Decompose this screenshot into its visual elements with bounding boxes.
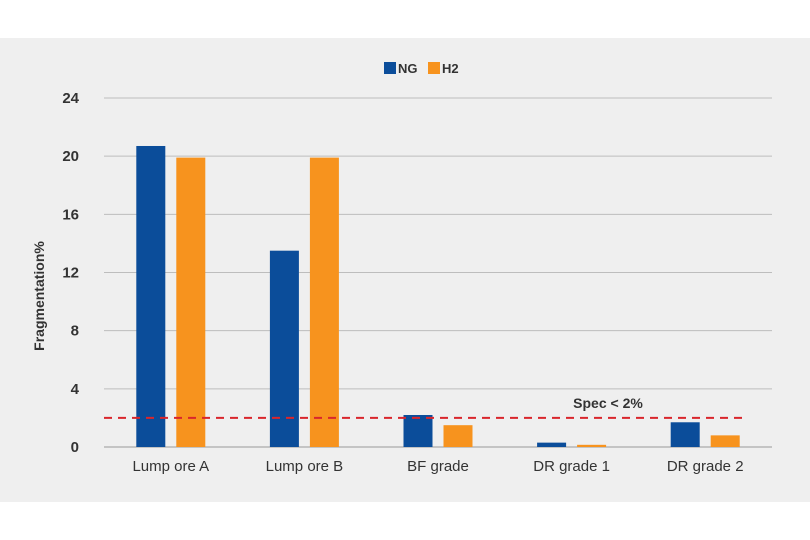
x-category-label: Lump ore A	[132, 458, 209, 475]
x-category-label: DR grade 1	[533, 458, 610, 475]
x-category-label: Lump ore B	[266, 458, 344, 475]
y-tick-label: 24	[62, 90, 79, 107]
bar-h2-1	[309, 157, 339, 447]
bar-h2-0	[176, 157, 206, 447]
bar-h2-2	[443, 425, 473, 447]
y-tick-label: 4	[71, 381, 80, 398]
legend-label-h2: H2	[442, 61, 459, 76]
bar-ng-0	[136, 145, 166, 448]
y-tick-label: 12	[62, 265, 79, 282]
bar-ng-4	[670, 422, 700, 447]
bar-ng-1	[269, 250, 299, 447]
legend-swatch-h2	[428, 62, 440, 74]
x-category-label: BF grade	[407, 458, 469, 475]
x-category-labels: Lump ore A Lump ore B BF grade DR grade 1 DR…	[132, 458, 743, 475]
bar-h2-3	[577, 444, 607, 447]
y-tick-label: 8	[71, 323, 79, 340]
legend-label-ng: NG	[398, 61, 418, 76]
y-tick-label: 16	[62, 206, 79, 223]
bar-ng-3	[537, 442, 567, 447]
legend: NG H2	[384, 61, 459, 76]
bar-h2-4	[710, 435, 740, 447]
reference-line-group: Spec < 2%	[104, 395, 748, 419]
y-tick-label: 20	[62, 148, 79, 165]
chart-panel: Spec < 2% 0 4 8 12 16 20 24 Lump ore A Lump ore…	[0, 38, 810, 502]
bars	[136, 145, 740, 448]
y-tick-labels: 0 4 8 12 16 20 24	[62, 90, 79, 456]
x-category-label: DR grade 2	[667, 458, 744, 475]
legend-swatch-ng	[384, 62, 396, 74]
y-axis-title: Fragmentation%	[31, 241, 47, 351]
bar-ng-2	[403, 415, 433, 447]
reference-line-label: Spec < 2%	[573, 395, 643, 411]
gridlines	[104, 97, 772, 448]
y-tick-label: 0	[71, 439, 79, 456]
